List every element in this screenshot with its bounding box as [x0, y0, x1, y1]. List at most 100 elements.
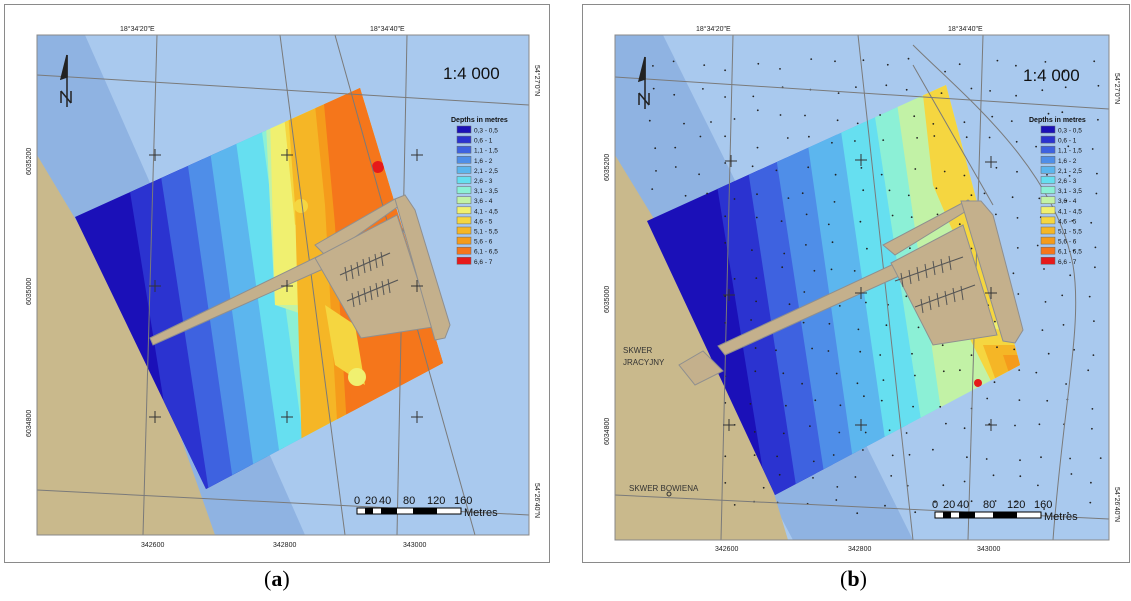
sounding-point [891, 454, 894, 457]
sounding-point [942, 484, 945, 487]
sounding-point [836, 486, 839, 488]
sounding-point [935, 187, 938, 190]
legend-label: 0,6 - 1 [1058, 138, 1077, 145]
sounding-point [1015, 500, 1017, 503]
sounding-point [885, 84, 888, 87]
sounding-point [733, 118, 736, 120]
sounding-point [959, 369, 961, 372]
legend-swatch [456, 226, 472, 235]
sounding-point [831, 141, 833, 144]
legend-swatch [456, 156, 472, 164]
legend-label: 3,1 - 3,5 [474, 188, 498, 195]
sounding-point [943, 170, 946, 173]
right-coord-label: 54°27'0"N [533, 65, 541, 96]
sounding-point [783, 252, 786, 255]
scale-unit: Metres [1044, 511, 1078, 523]
legend-swatch [1040, 246, 1056, 255]
legend-label: 2,6 - 3 [474, 178, 493, 185]
sounding-point [917, 326, 920, 329]
sounding-point [914, 374, 916, 377]
sounding-point [1092, 354, 1095, 356]
sounding-point [1013, 348, 1016, 351]
sounding-point [803, 291, 806, 293]
scale-number: 80 [983, 499, 995, 511]
sounding-point [1090, 221, 1093, 224]
sounding-point [750, 319, 752, 321]
map-panel-b: 1:4 000 Depths in metres 0,3 - 0,5 0,6 - … [582, 4, 1130, 563]
top-coord-label: 18°34'40"E [948, 25, 983, 33]
sounding-point [862, 59, 865, 62]
sounding-point [1065, 383, 1067, 385]
sounding-point [970, 194, 973, 197]
sounding-point [724, 482, 727, 484]
sounding-point [733, 198, 736, 200]
sounding-point [652, 65, 654, 67]
sounding-point [890, 475, 893, 477]
sounding-point [857, 328, 860, 331]
left-coord-label: 6035200 [604, 154, 611, 181]
legend-swatch [456, 236, 472, 245]
sounding-point [814, 399, 817, 402]
sounding-point [866, 247, 868, 250]
sounding-point [865, 301, 867, 304]
legend-label: 4,1 - 4,5 [474, 208, 498, 215]
sounding-point [724, 135, 726, 138]
grid-crosses [723, 154, 997, 431]
scale-number: 120 [427, 495, 445, 507]
sounding-point [1073, 348, 1075, 351]
legend-label: 0,6 - 1 [474, 138, 493, 145]
sounding-point [963, 121, 966, 124]
scale-bar [356, 507, 462, 515]
sounding-point [944, 70, 946, 73]
sounding-point [831, 241, 834, 244]
legend-swatch [1040, 135, 1056, 144]
bottom-coord-label: 343000 [403, 542, 426, 549]
sounding-point [648, 119, 651, 122]
sounding-point [724, 295, 727, 298]
legend-swatch [456, 216, 472, 225]
sounding-point [932, 448, 934, 451]
sounding-point [1069, 274, 1072, 277]
sounding-point [936, 213, 939, 216]
sounding-point [940, 92, 943, 94]
sounding-point [1036, 244, 1039, 247]
sounding-point [724, 215, 727, 218]
legend-label: 2,1 - 2,5 [1058, 168, 1082, 175]
sounding-point [970, 247, 973, 250]
legend-swatch [1040, 257, 1056, 265]
sounding-point [880, 173, 883, 176]
legend-swatch [1040, 216, 1056, 225]
sounding-point [1038, 197, 1041, 200]
sounding-point [812, 460, 815, 463]
legend-swatch [1040, 206, 1056, 215]
sounding-point [1062, 324, 1065, 326]
left-coord-label: 6034800 [604, 418, 611, 445]
sounding-point [776, 455, 778, 458]
sounding-point [1068, 175, 1071, 177]
sounding-point [710, 121, 712, 123]
sounding-point [995, 213, 997, 216]
sounding-point [834, 173, 837, 176]
sounding-point [988, 136, 991, 139]
sounding-point [674, 166, 677, 168]
sounding-point [860, 167, 863, 169]
sounding-point [854, 140, 856, 142]
sounding-point [1095, 192, 1098, 195]
sounding-point [996, 59, 999, 62]
sounding-point [673, 93, 676, 96]
sounding-point [1015, 94, 1017, 97]
sounding-point [882, 139, 885, 142]
scale-ratio: 1:4 000 [1023, 66, 1080, 85]
sounding-point [804, 114, 806, 117]
sounding-point [838, 305, 841, 307]
sounding-point [839, 404, 842, 407]
scale-number: 80 [403, 495, 415, 507]
right-coord-label: 54°26'40"N [533, 483, 541, 518]
legend-label: 5,1 - 5,5 [1058, 229, 1082, 236]
legend-swatch [456, 257, 472, 265]
sounding-point [913, 115, 916, 118]
grid-crosses [149, 149, 423, 423]
sounding-point [1069, 457, 1071, 460]
legend-label: 2,1 - 2,5 [474, 168, 498, 175]
sounding-point [827, 350, 830, 352]
